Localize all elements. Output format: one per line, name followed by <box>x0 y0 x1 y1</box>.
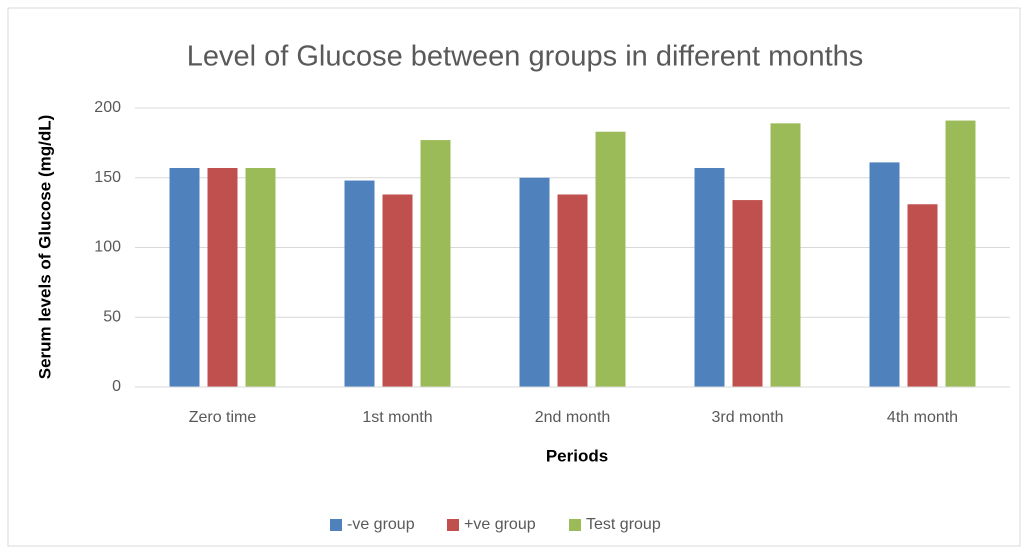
y-tick-label: 100 <box>94 239 121 256</box>
legend-swatch <box>569 519 581 531</box>
y-tick-label: 150 <box>94 169 121 186</box>
bar <box>344 180 375 387</box>
x-tick-label: Zero time <box>189 409 257 426</box>
bar <box>382 194 413 387</box>
bar <box>169 167 200 387</box>
bar <box>420 140 451 387</box>
bar <box>694 167 725 387</box>
bar <box>945 120 976 388</box>
legend-label: +ve group <box>464 516 536 533</box>
bar <box>595 131 626 387</box>
y-tick-label: 50 <box>103 308 121 325</box>
chart-border <box>7 7 1021 547</box>
legend-label: -ve group <box>347 516 415 533</box>
bar <box>519 177 550 387</box>
bar <box>245 167 276 387</box>
bar <box>770 123 801 387</box>
legend-label: Test group <box>586 516 661 533</box>
legend-swatch <box>447 519 459 531</box>
bar <box>907 204 938 387</box>
bar <box>557 194 588 387</box>
chart-title: Level of Glucose between groups in diffe… <box>187 41 864 73</box>
bar <box>869 162 900 387</box>
bar <box>732 200 763 387</box>
legend-swatch <box>330 519 342 531</box>
bar <box>207 167 238 387</box>
x-tick-label: 2nd month <box>535 409 611 426</box>
x-axis-label: Periods <box>546 446 608 465</box>
y-tick-label: 200 <box>94 99 121 116</box>
y-axis-label: Serum levels of Glucose (mg/dL) <box>35 115 54 380</box>
x-tick-label: 4th month <box>887 409 958 426</box>
x-tick-label: 3rd month <box>711 409 783 426</box>
x-tick-label: 1st month <box>362 409 432 426</box>
y-tick-label: 0 <box>112 378 121 395</box>
